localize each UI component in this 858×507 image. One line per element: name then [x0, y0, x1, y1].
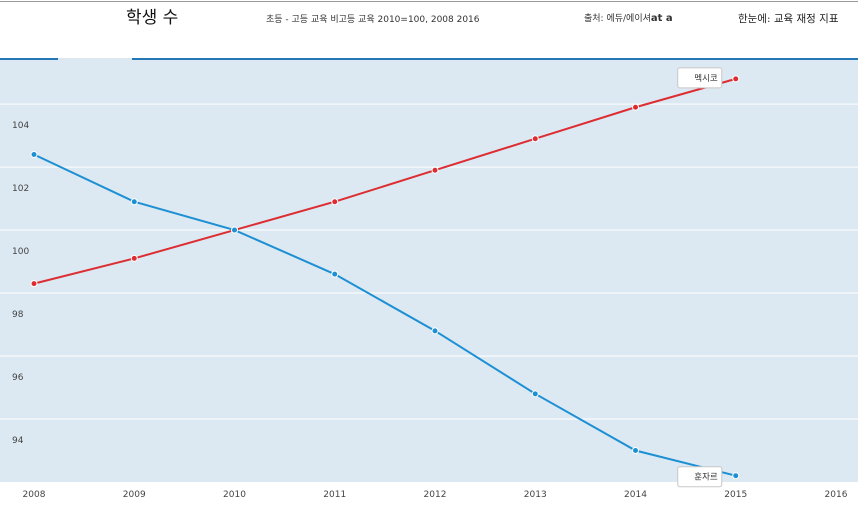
source-bold: at a	[650, 13, 673, 24]
data-point	[30, 280, 38, 288]
x-tick-label: 2015	[724, 490, 747, 500]
data-point	[130, 198, 138, 206]
data-point	[531, 390, 539, 398]
y-tick-label: 102	[12, 184, 29, 194]
series-line-1	[33, 153, 736, 477]
plot-top-bar-tab	[58, 58, 132, 60]
data-point	[632, 103, 639, 111]
x-tick-label: 2012	[424, 490, 447, 500]
y-tick-label: 94	[12, 436, 24, 446]
x-tick-label: 2010	[223, 490, 246, 500]
y-tick-label: 104	[12, 121, 29, 131]
data-point	[431, 327, 439, 335]
data-point	[632, 447, 639, 455]
data-point	[431, 166, 439, 174]
data-point	[732, 75, 740, 83]
x-tick-label: 2008	[23, 490, 46, 500]
series-end-label: 훈자르	[694, 472, 718, 483]
series-line-0	[33, 77, 737, 285]
data-point	[732, 472, 740, 480]
series-end-label-box	[677, 466, 723, 488]
data-point	[30, 150, 38, 158]
x-tick-label: 2013	[524, 490, 547, 500]
x-tick-label: 2009	[123, 490, 146, 500]
glance-title: 한눈에: 교육 재정 지표	[738, 13, 839, 25]
data-point	[231, 226, 238, 234]
x-tick-label: 2011	[323, 490, 346, 500]
y-tick-label: 96	[12, 373, 24, 383]
data-point	[331, 270, 339, 278]
data-point	[331, 198, 339, 206]
plot-background	[0, 60, 858, 482]
source-label: 출처: 에듀/에이셔	[584, 14, 651, 24]
series-end-label-box	[677, 67, 723, 89]
chart-title: 학생 수	[126, 8, 179, 28]
data-point	[531, 135, 539, 143]
y-tick-label: 100	[12, 247, 29, 257]
x-tick-label: 2014	[624, 490, 647, 500]
chart-subtitle: 초등 - 고등 교육 비고등 교육 2010=100, 2008 2016	[266, 15, 480, 25]
top-border	[0, 1, 858, 2]
source-link[interactable]: 출처: 에듀/에이셔at a	[584, 11, 673, 24]
plot-top-bar	[0, 58, 858, 60]
series-end-label: 멕시코	[694, 73, 718, 84]
x-tick-label: 2016	[825, 490, 848, 500]
data-point	[130, 254, 138, 262]
y-tick-label: 98	[12, 310, 24, 320]
